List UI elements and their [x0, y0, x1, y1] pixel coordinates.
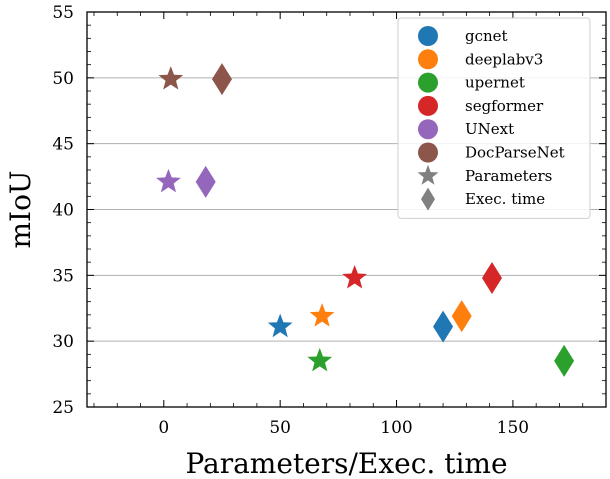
- parameters-marker-segformer: [342, 264, 368, 289]
- exec-time-marker-segformer: [481, 261, 502, 294]
- legend-label-gcnet: gcnet: [465, 27, 508, 45]
- legend-label-parameters: Parameters: [465, 167, 552, 185]
- y-tick-label: 30: [52, 332, 74, 352]
- x-tick-label: 100: [380, 418, 412, 438]
- legend-label-exec-time: Exec. time: [465, 190, 545, 208]
- legend-swatch-gcnet: [418, 26, 438, 46]
- y-tick-label: 35: [52, 266, 74, 286]
- legend-diamond-icon: [421, 187, 435, 211]
- y-tick-label: 40: [52, 201, 74, 221]
- data-markers: [156, 63, 575, 377]
- legend-swatch-docparsenet: [418, 142, 438, 163]
- exec-time-marker-docparsenet: [211, 63, 232, 96]
- y-tick-label: 45: [52, 135, 74, 155]
- x-tick-label: 50: [269, 418, 291, 438]
- exec-time-marker-deeplabv3: [451, 300, 472, 333]
- x-axis-title: Parameters/Exec. time: [185, 447, 507, 479]
- legend-label-upernet: upernet: [465, 74, 525, 92]
- legend-swatch-deeplabv3: [418, 49, 438, 70]
- legend-label-docparsenet: DocParseNet: [465, 144, 565, 162]
- legend-swatch-segformer: [418, 95, 438, 116]
- legend-star-icon: [417, 164, 439, 185]
- parameters-marker-upernet: [307, 347, 333, 372]
- axis-ticks: 0 50 100 150 25 30 35 40 45 50 55: [52, 3, 607, 438]
- parameters-marker-gcnet: [267, 313, 293, 338]
- parameters-marker-docparsenet: [158, 66, 184, 90]
- exec-time-marker-unext: [195, 165, 216, 198]
- y-tick-label: 25: [52, 398, 74, 418]
- legend-label-deeplabv3: deeplabv3: [465, 50, 543, 68]
- x-tick-label: 150: [497, 418, 529, 438]
- legend-label-unext: UNext: [465, 120, 514, 138]
- x-tick-label: 0: [158, 418, 169, 438]
- legend: gcnet deeplabv3 upernet segformer UNext DocPa…: [397, 17, 591, 219]
- y-tick-label: 50: [52, 69, 74, 89]
- parameters-marker-unext: [156, 168, 181, 193]
- legend-box: [397, 17, 591, 219]
- parameters-marker-deeplabv3: [309, 303, 335, 327]
- exec-time-marker-upernet: [554, 344, 575, 377]
- legend-swatch-upernet: [418, 72, 438, 93]
- y-tick-label: 55: [52, 3, 74, 23]
- legend-swatch-unext: [418, 119, 438, 140]
- exec-time-marker-gcnet: [433, 310, 454, 343]
- legend-label-segformer: segformer: [465, 97, 544, 115]
- y-axis-title: mIoU: [4, 170, 37, 248]
